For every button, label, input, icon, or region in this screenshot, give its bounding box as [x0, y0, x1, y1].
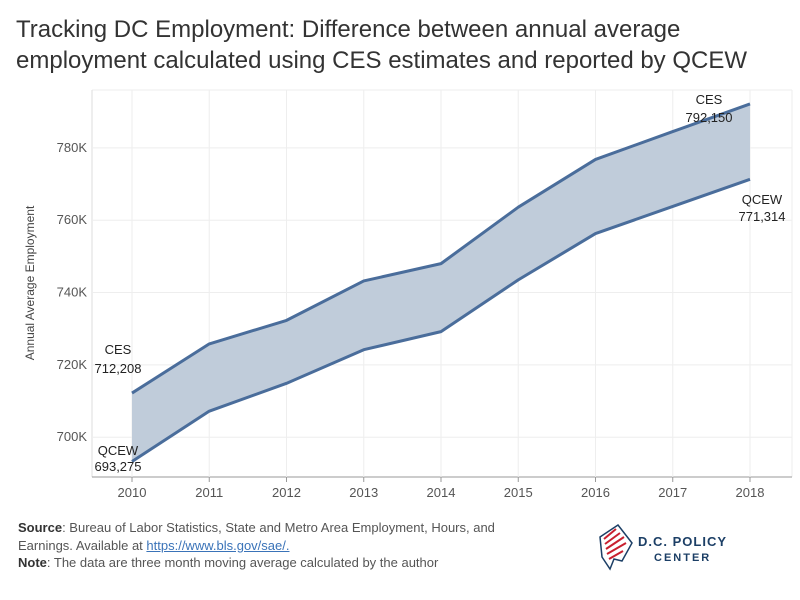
note-text: : The data are three month moving averag…	[46, 555, 439, 570]
annotation-ces-end-label: CES	[696, 92, 723, 107]
annotation-qcew-start-value: 693,275	[95, 459, 142, 474]
series-line-ces	[131, 102, 751, 395]
source-line: Source: Bureau of Labor Statistics, Stat…	[18, 519, 518, 554]
tick-layer: 700K 720K 740K 760K 780K 2010 2011 2012 2013 2014…	[57, 140, 765, 500]
annotation-layer: CES712,208QCEW693,275CES792,150QCEW771,3…	[95, 92, 786, 474]
annotation-ces-start-value: 712,208	[95, 361, 142, 376]
x-tick-label: 2016	[581, 485, 610, 500]
annotation-qcew-end-label: QCEW	[742, 192, 783, 207]
dc-map-icon	[599, 523, 633, 571]
footer: Source: Bureau of Labor Statistics, Stat…	[18, 519, 518, 572]
source-label: Source	[18, 520, 63, 535]
source-text: : Bureau of Labor Statistics, State and …	[18, 520, 495, 553]
note-line: Note: The data are three month moving av…	[18, 554, 518, 572]
x-tick-label: 2011	[195, 485, 223, 500]
note-label: Note	[18, 555, 47, 570]
annotation-ces-end-value: 792,150	[686, 110, 733, 125]
line-layer	[131, 102, 751, 463]
band-layer	[132, 103, 750, 462]
chart-title: Tracking DC Employment: Difference betwe…	[16, 16, 748, 74]
x-tick-label: 2015	[504, 485, 533, 500]
y-tick-label: 760K	[57, 212, 88, 227]
source-link[interactable]: https://www.bls.gov/sae/.	[146, 537, 290, 553]
annotation-qcew-start-label: QCEW	[98, 443, 139, 458]
logo-line2: CENTER	[654, 552, 712, 564]
difference-band	[132, 103, 750, 462]
dc-policy-center-logo: D.C. POLICY CENTER	[592, 523, 792, 583]
x-tick-label: 2018	[736, 485, 765, 500]
annotation-qcew-end-value: 771,314	[739, 209, 786, 224]
x-tick-label: 2017	[658, 485, 687, 500]
y-axis-title: Annual Average Employment	[23, 205, 37, 360]
x-tick-label: 2013	[349, 485, 378, 500]
y-tick-label: 700K	[57, 429, 88, 444]
y-tick-label: 780K	[57, 140, 88, 155]
logo-line1: D.C. POLICY	[638, 534, 728, 549]
y-tick-label: 720K	[57, 357, 88, 372]
annotation-ces-start-label: CES	[105, 342, 132, 357]
x-tick-label: 2010	[118, 485, 147, 500]
x-tick-label: 2012	[272, 485, 301, 500]
series-line-qcew	[131, 177, 751, 463]
x-tick-label: 2014	[427, 485, 456, 500]
y-tick-label: 740K	[57, 285, 88, 300]
